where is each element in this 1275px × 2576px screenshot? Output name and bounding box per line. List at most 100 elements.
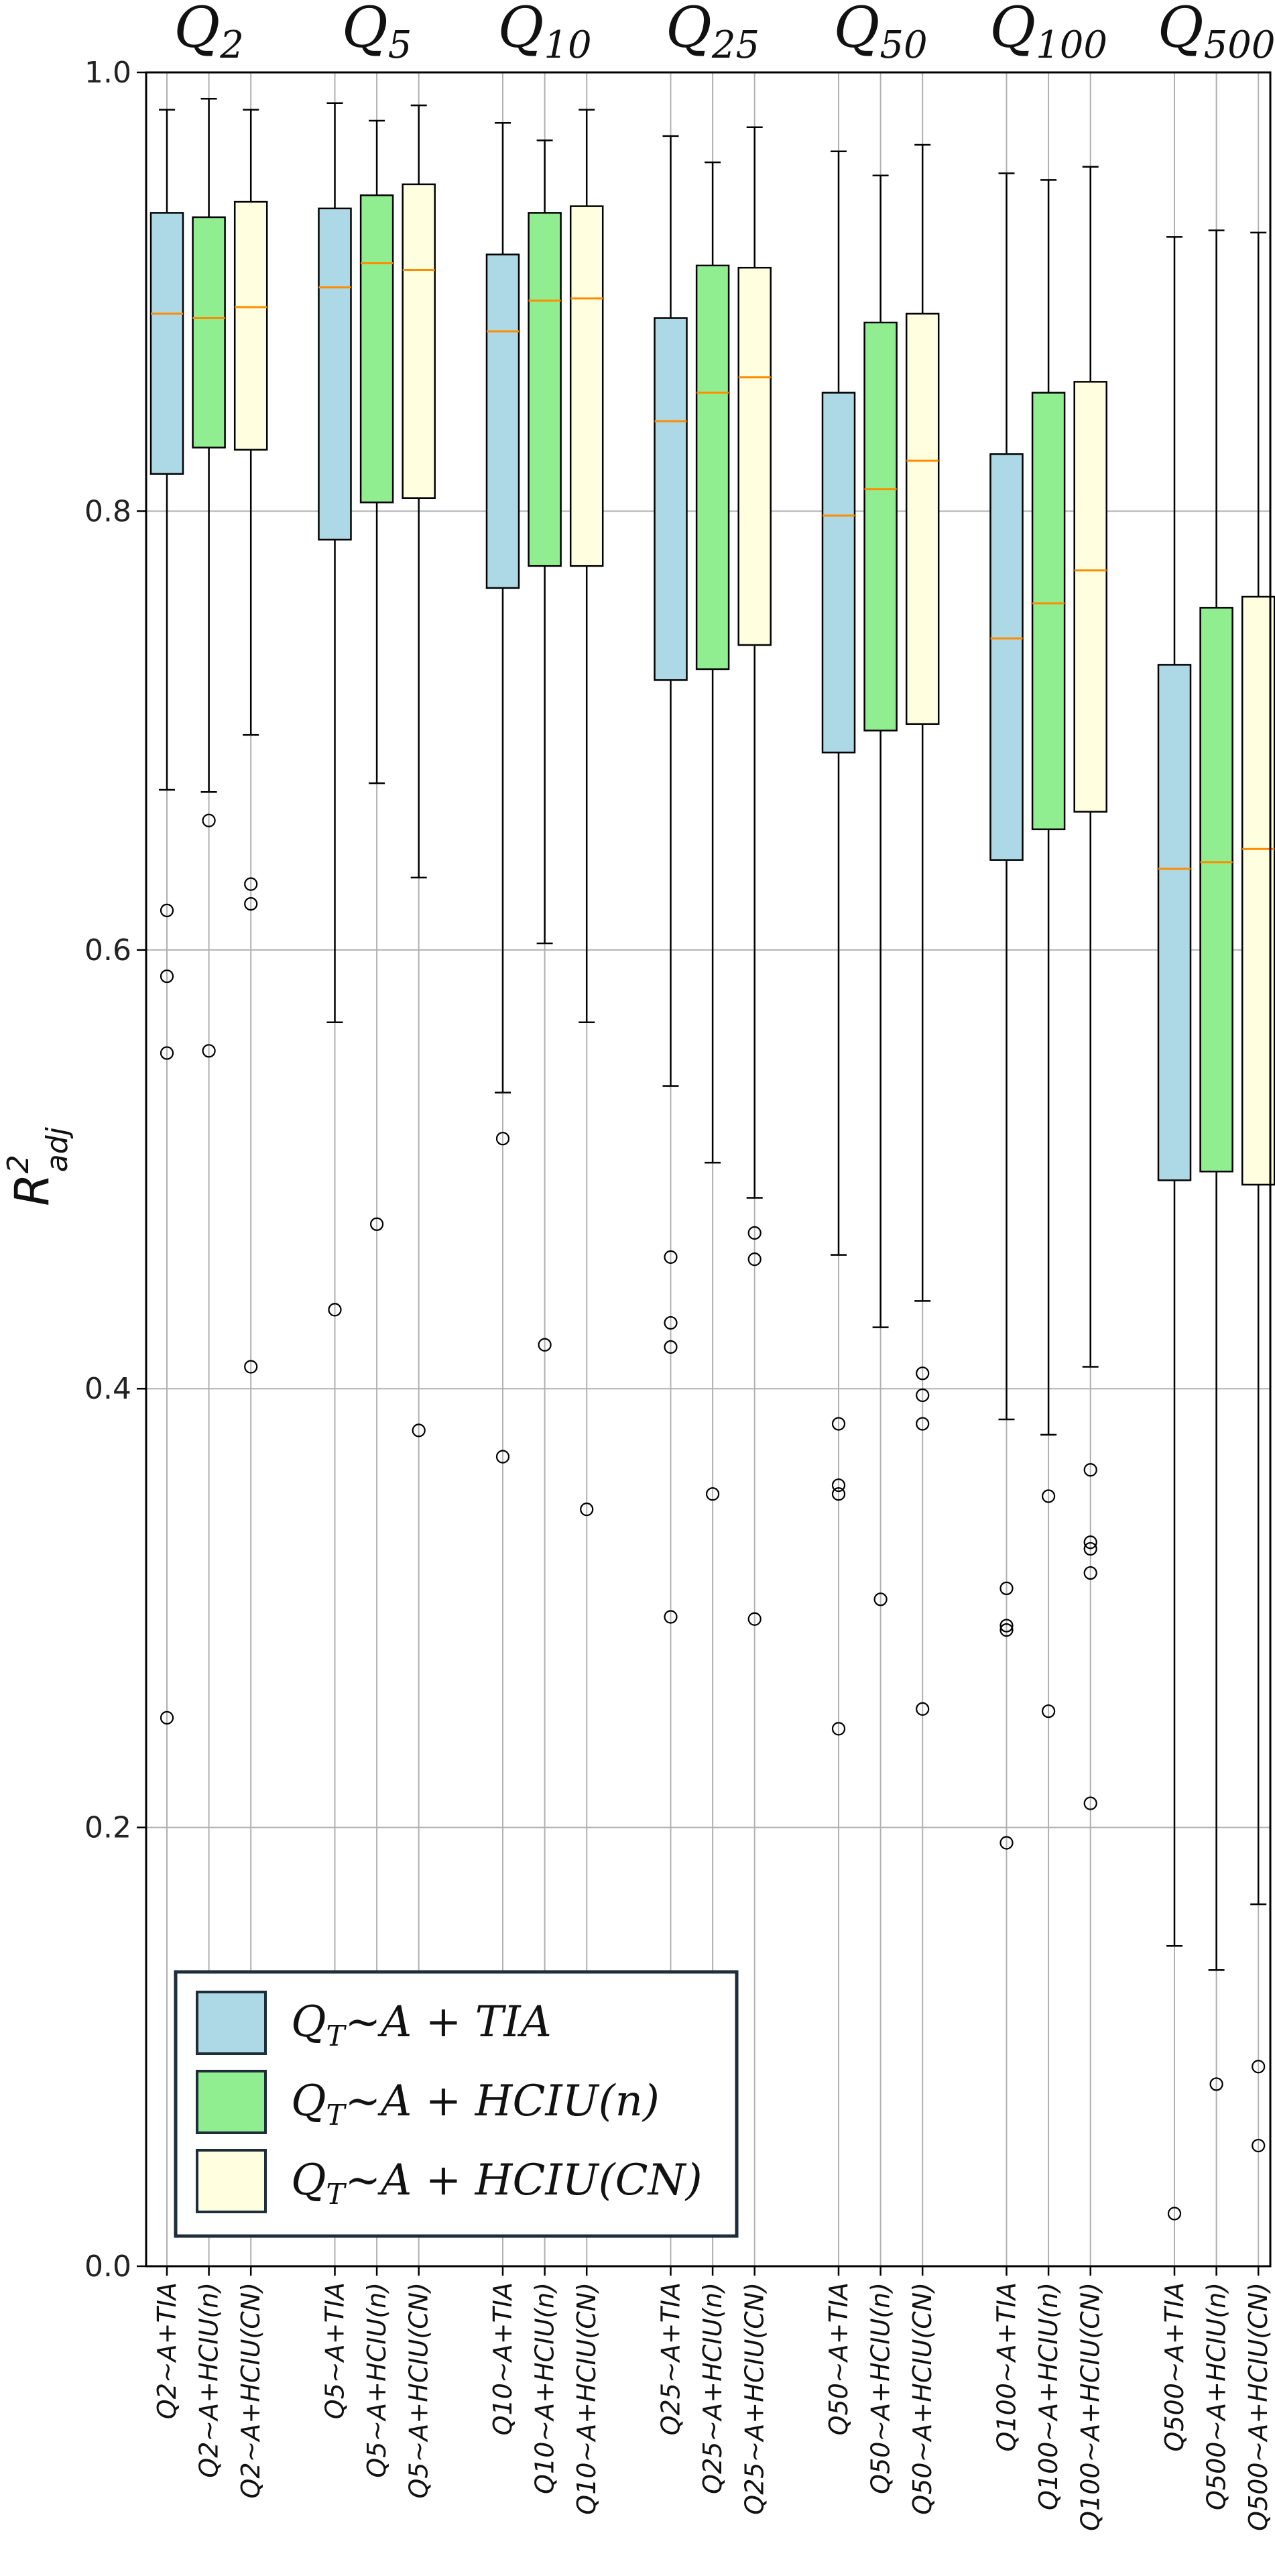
legend-label-pre: Q — [291, 2076, 326, 2126]
x-tick-label: Q25~A+TIA — [656, 2282, 686, 2435]
x-tick-label: Q500~A+HCIU(CN) — [1243, 2282, 1273, 2531]
group-titles: Q2 Q5 Q10 Q25 Q50 Q100 Q500 — [174, 0, 1275, 67]
outlier-point — [160, 1710, 174, 1725]
group-title: Q10 — [498, 0, 592, 67]
outlier-point — [1041, 1704, 1056, 1718]
y-tick-label: 1.0 — [84, 56, 131, 90]
box-Q2~A+TIA — [149, 109, 184, 1725]
outlier-point — [1083, 1541, 1097, 1556]
group-title-sub: 50 — [879, 23, 927, 67]
box-Q500~A+HCIU(CN) — [1241, 231, 1275, 2153]
x-tick-label: Q2~A+HCIU(CN) — [236, 2282, 265, 2499]
box-series — [149, 98, 1275, 2221]
group-title-sub: 500 — [1204, 23, 1275, 67]
group-title-main: Q — [666, 0, 712, 60]
outlier-point — [202, 813, 216, 827]
box-Q500~A+TIA — [1157, 236, 1192, 2221]
x-tick-label: Q2~A+HCIU(n) — [194, 2282, 224, 2478]
outlier-point — [1252, 2060, 1266, 2074]
legend-swatch — [196, 2070, 267, 2134]
x-tick-label: Q25~A+HCIU(CN) — [740, 2282, 770, 2515]
outlier-point — [1083, 1796, 1097, 1810]
box-Q100~A+HCIU(n) — [1031, 179, 1066, 1718]
x-tick-label: Q5~A+HCIU(CN) — [404, 2282, 434, 2499]
legend-item-TIA: QT~A + TIA — [196, 1991, 552, 2055]
y-axis-title: R2 adj — [1, 1126, 74, 1206]
legend-label-sub: T — [326, 2099, 347, 2131]
outlier-point — [916, 1702, 930, 1716]
legend-item-HCIU(n): QT~A + HCIU(n) — [196, 2070, 660, 2134]
box-Q2~A+HCIU(CN) — [233, 109, 268, 1374]
x-tick-label: Q25~A+HCIU(n) — [698, 2282, 727, 2494]
outlier-point — [580, 1503, 594, 1517]
box-Q500~A+HCIU(n) — [1199, 229, 1233, 2091]
legend-label-sub: T — [326, 2178, 347, 2211]
outlier-point — [831, 1417, 846, 1431]
box-iqr — [528, 212, 562, 567]
outlier-point — [1252, 2138, 1266, 2153]
box-iqr — [1157, 664, 1192, 1181]
group-title: Q5 — [342, 0, 412, 67]
outlier-point — [244, 896, 258, 911]
outlier-point — [160, 903, 174, 918]
outlier-point — [328, 1303, 342, 1317]
box-iqr — [1031, 392, 1066, 831]
outlier-point — [831, 1478, 846, 1492]
legend-label-sub: T — [326, 2019, 347, 2052]
box-Q25~A+HCIU(CN) — [737, 126, 772, 1626]
y-tick-label: 0.4 — [84, 1372, 131, 1406]
group-title-sub: 2 — [219, 23, 244, 67]
outlier-point — [538, 1338, 552, 1352]
outlier-point — [831, 1722, 846, 1736]
outlier-point — [747, 1612, 762, 1626]
outlier-point — [664, 1340, 678, 1354]
box-iqr — [192, 216, 226, 449]
box-Q50~A+TIA — [821, 150, 856, 1736]
x-tick-label: Q2~A+TIA — [152, 2282, 182, 2419]
y-tick-label: 0.8 — [84, 494, 131, 528]
group-title: Q500 — [1158, 0, 1275, 67]
outlier-point — [916, 1417, 930, 1431]
outlier-point — [160, 1046, 174, 1060]
legend-box — [174, 1970, 739, 2238]
outlier-point — [244, 877, 258, 891]
box-iqr — [863, 321, 898, 731]
group-title-main: Q — [498, 0, 544, 60]
group-title-main: Q — [1158, 0, 1204, 60]
group-title-sub: 100 — [1036, 23, 1107, 67]
outlier-point — [664, 1610, 678, 1624]
group-title-main: Q — [342, 0, 388, 60]
x-tick-label: Q100~A+TIA — [992, 2282, 1022, 2452]
outlier-point — [999, 1581, 1014, 1596]
x-tick-label: Q50~A+TIA — [824, 2282, 853, 2435]
box-iqr — [1199, 607, 1233, 1173]
legend-label-pre: Q — [291, 1997, 326, 2047]
group-title-main: Q — [834, 0, 880, 60]
legend-label: QT~A + TIA — [291, 1997, 552, 2052]
legend-label: QT~A + HCIU(n) — [291, 2076, 660, 2131]
outlier-point — [747, 1226, 762, 1240]
box-Q10~A+HCIU(CN) — [569, 109, 604, 1517]
y-tick-label: 0.6 — [84, 933, 131, 968]
outlier-point — [999, 1619, 1014, 1633]
box-Q25~A+TIA — [654, 135, 688, 1624]
box-iqr — [359, 194, 394, 504]
box-iqr — [821, 392, 856, 754]
x-tick-label: Q5~A+TIA — [320, 2282, 350, 2419]
legend-label: QT~A + HCIU(CN) — [291, 2156, 703, 2211]
box-Q2~A+HCIU(n) — [192, 98, 226, 1058]
x-tick-label: Q10~A+HCIU(CN) — [572, 2282, 601, 2515]
x-tick-label: Q50~A+HCIU(n) — [866, 2282, 896, 2494]
outlier-point — [1167, 2207, 1182, 2221]
legend-swatch — [196, 1991, 267, 2055]
box-iqr — [149, 212, 184, 475]
group-title-main: Q — [989, 0, 1036, 60]
box-iqr — [905, 312, 940, 725]
x-tick-label: Q100~A+HCIU(CN) — [1076, 2282, 1105, 2531]
box-Q50~A+HCIU(n) — [863, 174, 898, 1606]
group-title: Q50 — [834, 0, 928, 67]
outlier-point — [873, 1592, 888, 1606]
x-tick-label: Q10~A+HCIU(n) — [530, 2282, 560, 2494]
outlier-point — [999, 1623, 1014, 1637]
